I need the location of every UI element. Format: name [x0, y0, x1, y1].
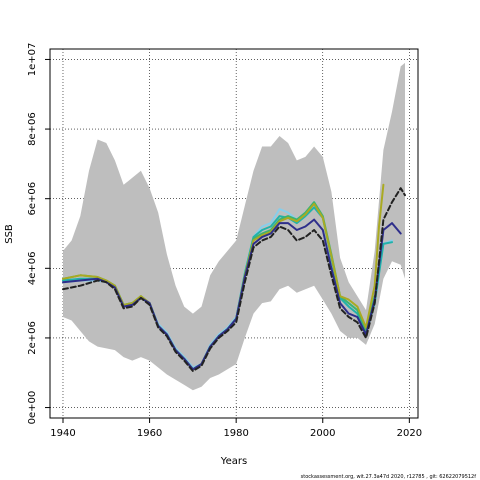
y-tick-label: 2e+06	[27, 321, 38, 355]
y-tick-label: 8e+06	[27, 112, 38, 146]
y-axis-title: SSB	[4, 224, 15, 244]
footer-note: stockassessment.org, wit.27.3a47d 2020, …	[301, 474, 477, 480]
series-layer	[62, 183, 406, 372]
confidence-band	[63, 62, 405, 391]
x-tick-label: 1960	[137, 428, 162, 439]
y-axis: 0e+00 2e+06 4e+06 6e+06 8e+06 1e+07	[27, 43, 50, 425]
plot-frame	[49, 48, 419, 419]
x-axis-title: Years	[220, 456, 247, 467]
y-tick-label: 6e+06	[27, 182, 38, 216]
confidence-band-layer	[63, 62, 405, 391]
y-tick-label: 4e+06	[27, 251, 38, 285]
x-tick-label: 1940	[50, 428, 75, 439]
y-tick-label: 0e+00	[27, 391, 38, 425]
series-line-6	[62, 187, 406, 372]
x-tick-label: 2020	[397, 428, 422, 439]
x-tick-label: 2000	[310, 428, 335, 439]
x-axis: 1940 1960 1980 2000 2020	[50, 418, 422, 439]
x-tick-label: 1980	[223, 428, 248, 439]
y-tick-label: 1e+07	[27, 43, 38, 77]
